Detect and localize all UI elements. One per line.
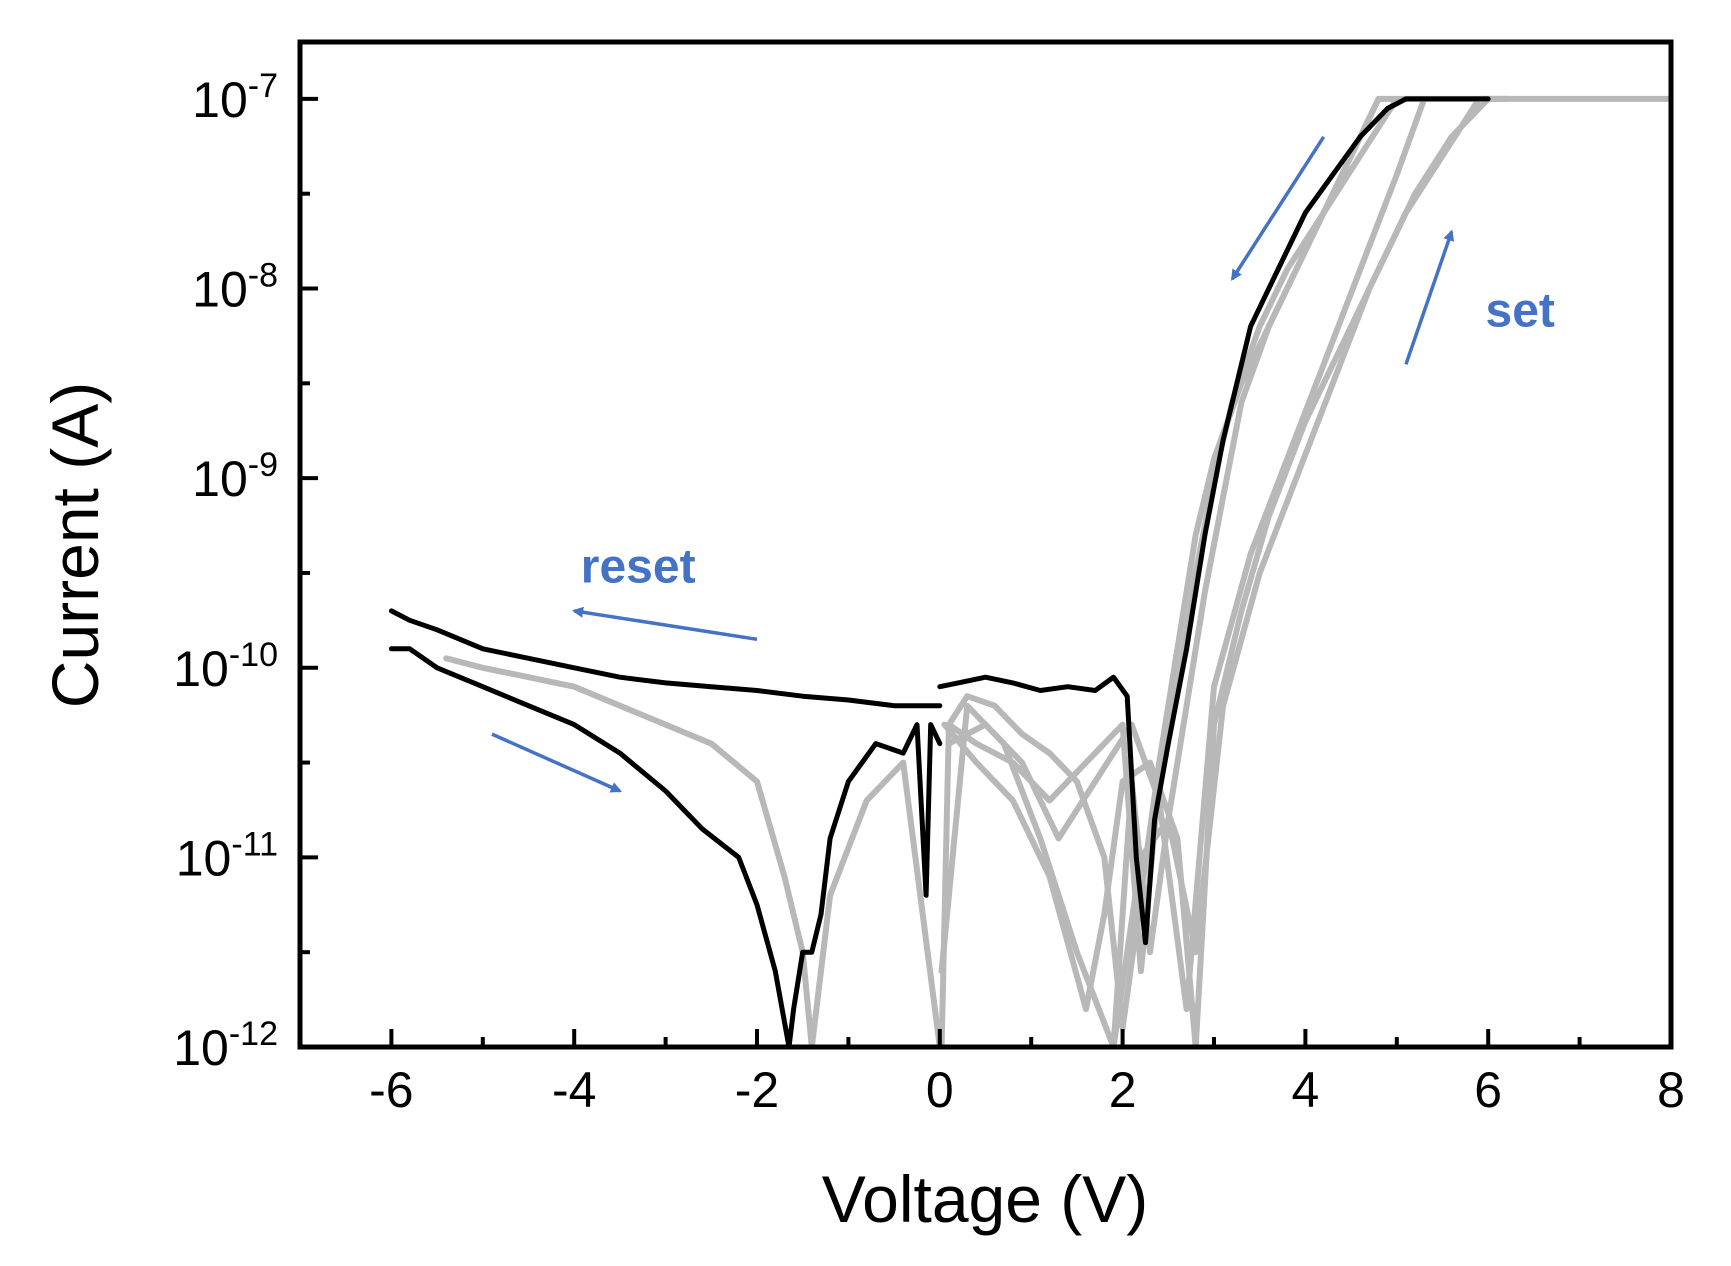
gray-cycle-line-2	[941, 95, 1492, 1047]
y-tick-label: 10-7	[192, 67, 278, 128]
x-tick-label: 0	[926, 1062, 954, 1118]
series-layer	[388, 95, 1671, 1047]
direction-arrow	[1230, 135, 1326, 281]
x-tick-label: -4	[552, 1062, 596, 1118]
x-axis-title: Voltage (V)	[822, 1162, 1149, 1236]
direction-arrow	[491, 732, 622, 793]
y-tick-label: 10-11	[176, 825, 278, 886]
annotation-reset: reset	[581, 540, 696, 593]
x-tick-label: 2	[1109, 1062, 1137, 1118]
annotation-layer: reset set	[581, 284, 1555, 593]
y-tick-label: 10-9	[192, 446, 278, 507]
black-cycle-line-1	[388, 608, 943, 709]
black-cycle-line-2	[388, 646, 943, 1047]
gray-cycle-line-5	[1110, 95, 1382, 1047]
gray-cycle-line-3	[945, 95, 1428, 1013]
gray-cycle-line-1	[938, 95, 1510, 1047]
direction-arrow	[571, 606, 758, 642]
annotation-set: set	[1486, 284, 1555, 337]
x-tick-label: 8	[1657, 1062, 1685, 1118]
arrow-layer	[491, 135, 1455, 793]
ticks-layer: -6 -4 -2 0 2 4 6 8 10-7 10-8 10-9 10-10 10-11 10-12	[173, 67, 1685, 1118]
x-tick-label: 6	[1474, 1062, 1502, 1118]
direction-arrow	[1404, 229, 1455, 365]
y-tick-label: 10-10	[173, 636, 278, 697]
x-tick-label: -2	[735, 1062, 779, 1118]
gray-cycle-line-6	[443, 655, 943, 1047]
x-tick-label: -6	[369, 1062, 413, 1118]
y-axis-title: Current (A)	[38, 382, 112, 708]
black-cycle-line-0	[937, 96, 1491, 946]
plot-frame	[297, 39, 1674, 1050]
y-tick-label: 10-8	[192, 257, 278, 318]
x-tick-label: 4	[1291, 1062, 1319, 1118]
y-tick-label: 10-12	[173, 1015, 278, 1076]
